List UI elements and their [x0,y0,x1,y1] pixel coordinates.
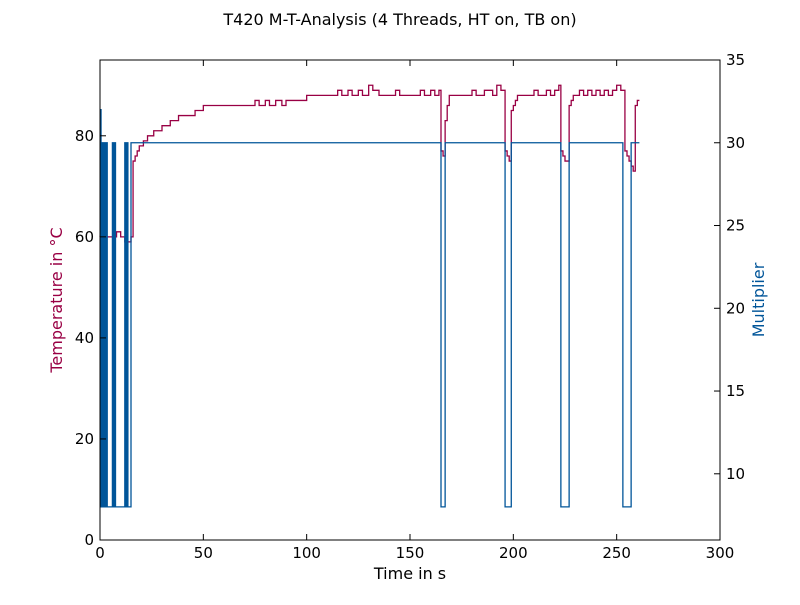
y-left-tick-label: 80 [75,127,94,145]
x-tick-label: 200 [499,544,528,562]
x-tick-label: 50 [194,544,213,562]
y-right-tick-label: 25 [726,217,745,235]
multiplier-line [100,109,640,508]
plot-frame [99,59,721,541]
x-axis-label: Time in s [373,564,446,583]
y-axis-right-label: Multiplier [749,262,768,337]
y-right-tick-label: 35 [726,51,745,69]
x-tick-label: 0 [95,544,105,562]
x-tick-label: 250 [602,544,631,562]
y-left-tick-label: 20 [75,430,94,448]
x-tick-label: 300 [706,544,735,562]
y-right-tick-label: 30 [726,134,745,152]
temperature-line [99,84,640,243]
y-axis-left-label: Temperature in °C [47,227,66,373]
y-left-tick-label: 40 [75,329,94,347]
y-left-tick-label: 0 [84,531,94,549]
plot-area: 0 50 100 150 200 250 300 0 20 40 60 80 10 15 20 25 30 35 [75,51,745,562]
y-right-tick-label: 10 [726,465,745,483]
x-tick-label: 100 [292,544,321,562]
chart-title: T420 M-T-Analysis (4 Threads, HT on, TB … [222,10,576,29]
x-tick-label: 150 [396,544,425,562]
y-left-tick-label: 60 [75,228,94,246]
y-right-tick-label: 20 [726,299,745,317]
y-right-tick-label: 15 [726,382,745,400]
